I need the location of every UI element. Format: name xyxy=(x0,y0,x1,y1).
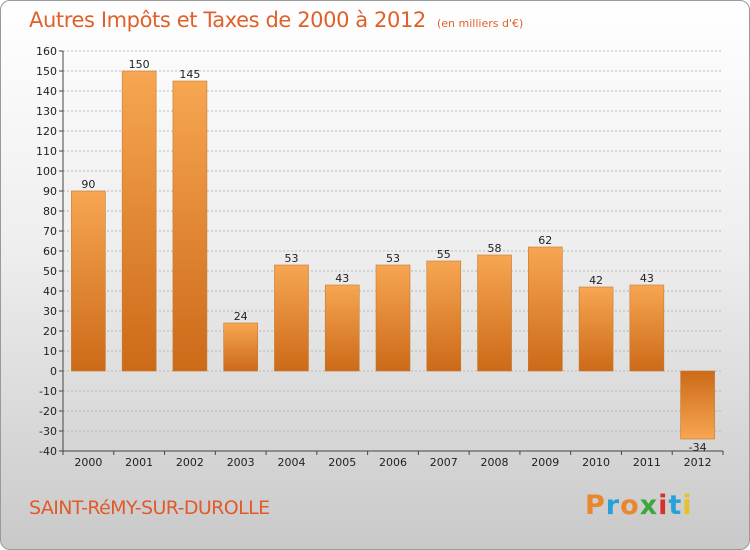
axes xyxy=(59,50,724,455)
chart-subtitle: (en milliers d'€) xyxy=(437,17,524,30)
chart-title: Autres Impôts et Taxes de 2000 à 2012 xyxy=(29,8,426,32)
x-tick-label: 2003 xyxy=(227,456,255,469)
brand-letter: i xyxy=(682,490,693,521)
y-tick-label: 160 xyxy=(36,45,57,58)
y-tick-label: 120 xyxy=(36,125,57,138)
bar xyxy=(680,370,715,440)
labels: -40 -30 -20 -10 0 10 20 30 40 50 60 70 80 90 100 110 120… xyxy=(36,45,712,469)
data-label: 145 xyxy=(179,68,200,81)
y-tick-label: 10 xyxy=(43,345,57,358)
x-tick-label: 2012 xyxy=(684,456,712,469)
data-label: 24 xyxy=(234,310,248,323)
x-tick-label: 2008 xyxy=(481,456,509,469)
y-tick-label: 60 xyxy=(43,245,57,258)
y-tick-label: 80 xyxy=(43,205,57,218)
brand-letter: x xyxy=(639,490,659,521)
data-label: 53 xyxy=(386,252,400,265)
x-tick-label: 2009 xyxy=(531,456,559,469)
bar xyxy=(71,190,106,372)
x-tick-label: 2000 xyxy=(74,456,102,469)
bar xyxy=(477,254,512,372)
data-label: 62 xyxy=(538,234,552,247)
data-label: 43 xyxy=(335,272,349,285)
y-tick-label: 150 xyxy=(36,65,57,78)
data-label: 55 xyxy=(437,248,451,261)
brand-logo: Proxiti xyxy=(585,490,693,521)
y-tick-label: 30 xyxy=(43,305,57,318)
y-tick-label: 90 xyxy=(43,185,57,198)
y-tick-label: -40 xyxy=(39,445,57,458)
bar xyxy=(274,264,309,372)
bar xyxy=(172,80,208,372)
data-label: 53 xyxy=(284,252,298,265)
x-tick-label: 2002 xyxy=(176,456,204,469)
x-tick-label: 2006 xyxy=(379,456,407,469)
bar xyxy=(324,284,360,372)
x-tick-label: 2010 xyxy=(582,456,610,469)
brand-letter: t xyxy=(668,490,683,521)
data-label: 58 xyxy=(488,242,502,255)
x-tick-label: 2004 xyxy=(277,456,305,469)
data-label: 150 xyxy=(129,58,150,71)
brand-letter: r xyxy=(605,490,621,521)
y-tick-label: 40 xyxy=(43,285,57,298)
brand-letter: i xyxy=(658,490,669,521)
bar xyxy=(375,264,411,372)
y-tick-label: 0 xyxy=(50,365,57,378)
bar xyxy=(121,70,157,372)
bar xyxy=(223,322,258,372)
y-tick-label: 140 xyxy=(36,85,57,98)
bar xyxy=(578,286,614,372)
y-tick-label: 110 xyxy=(36,145,57,158)
bar xyxy=(629,284,665,372)
y-tick-label: 20 xyxy=(43,325,57,338)
y-tick-label: 130 xyxy=(36,105,57,118)
x-tick-label: 2007 xyxy=(430,456,458,469)
y-tick-label: -30 xyxy=(39,425,57,438)
brand-letter: P xyxy=(585,490,606,521)
bar xyxy=(426,260,462,372)
bars xyxy=(71,70,715,440)
title-row: Autres Impôts et Taxes de 2000 à 2012 (e… xyxy=(29,8,523,32)
x-tick-label: 2011 xyxy=(633,456,661,469)
grid xyxy=(63,50,723,452)
y-tick-label: 100 xyxy=(36,165,57,178)
data-label: 90 xyxy=(81,178,95,191)
place-name: SAINT-RéMY-SUR-DUROLLE xyxy=(29,497,270,519)
x-tick-label: 2005 xyxy=(328,456,356,469)
brand-letter: o xyxy=(620,490,640,521)
data-label: 43 xyxy=(640,272,654,285)
y-tick-label: 50 xyxy=(43,265,57,278)
y-tick-label: -10 xyxy=(39,385,57,398)
y-tick-label: -20 xyxy=(39,405,57,418)
bar xyxy=(528,246,563,372)
data-label: 42 xyxy=(589,274,603,287)
y-tick-label: 70 xyxy=(43,225,57,238)
x-tick-label: 2001 xyxy=(125,456,153,469)
data-label: -34 xyxy=(689,441,707,454)
